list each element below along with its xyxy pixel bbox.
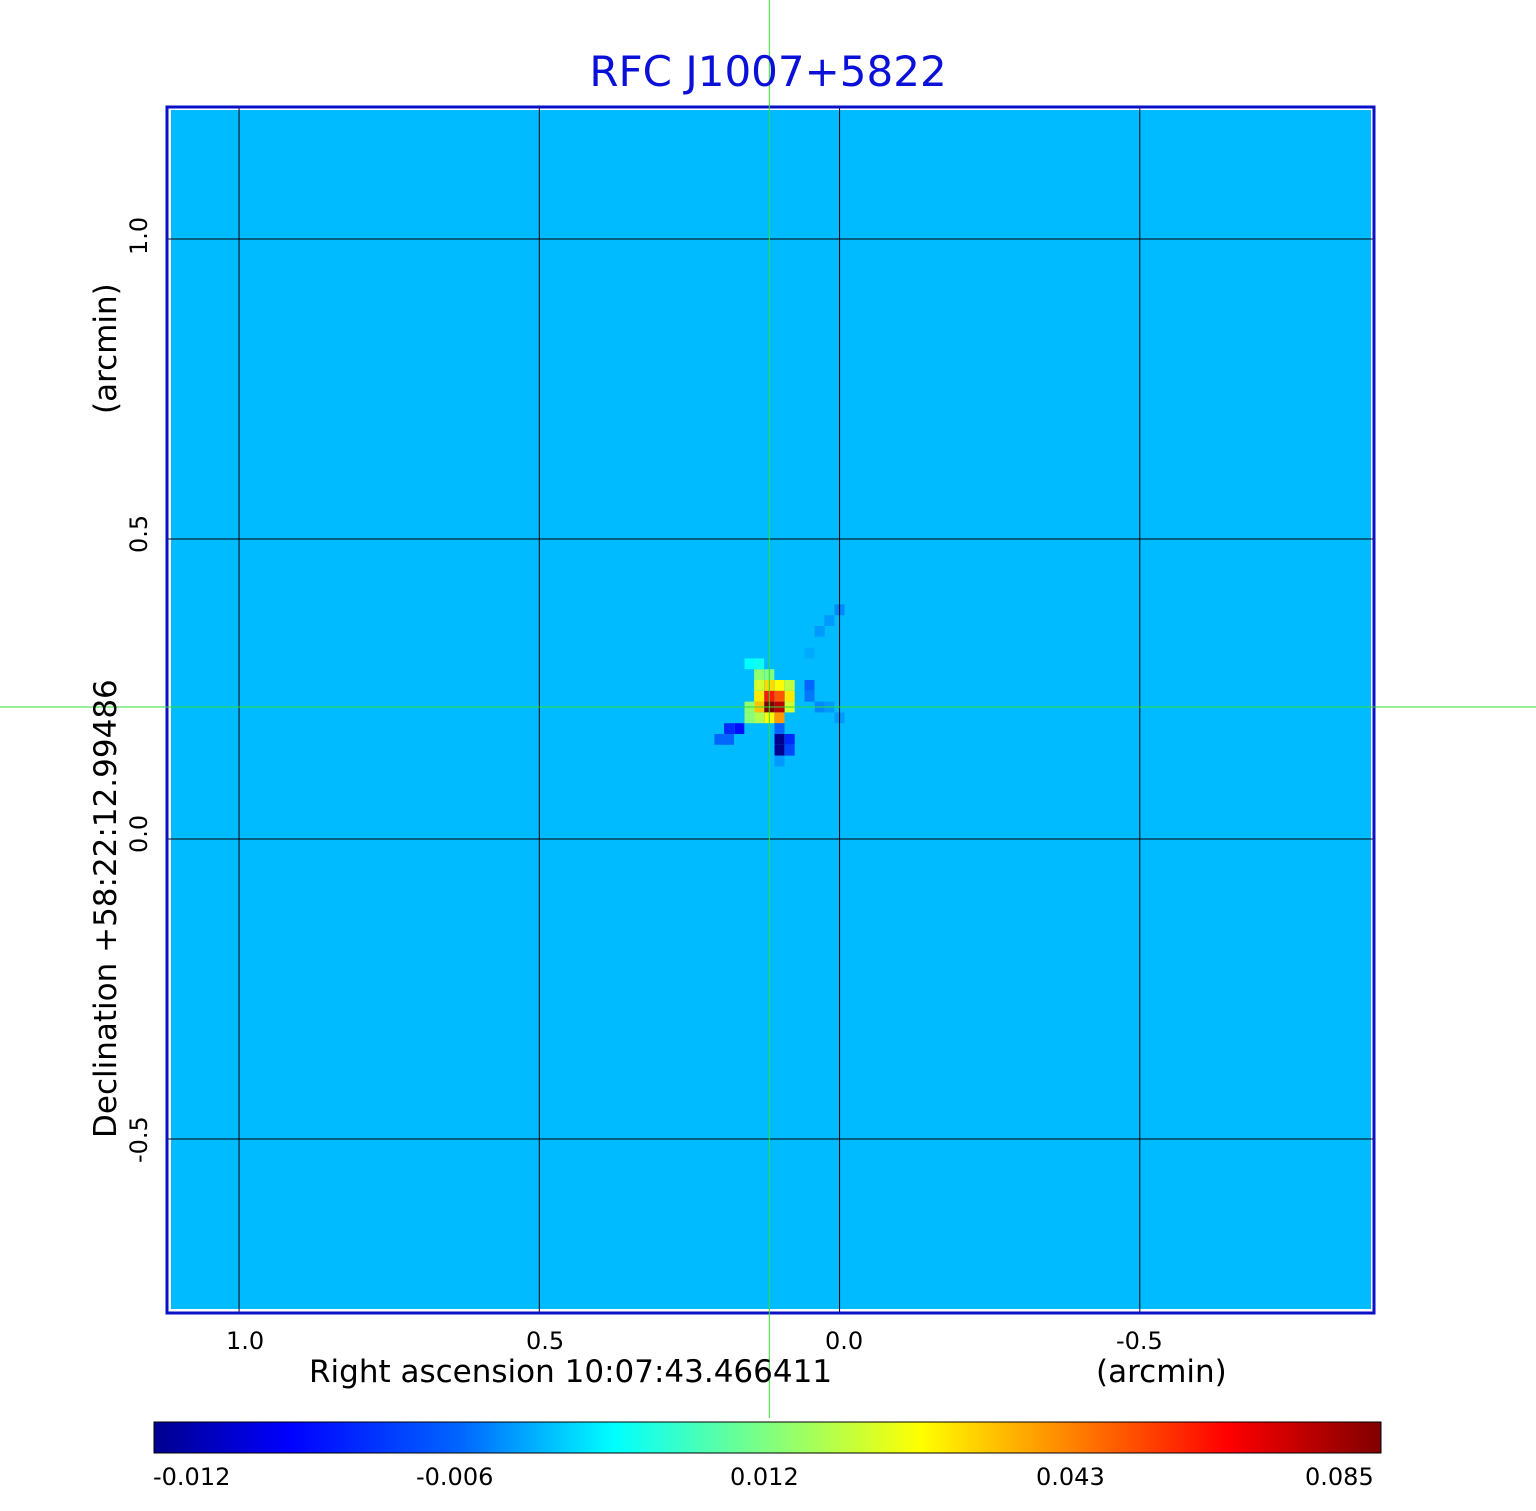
image-pixel xyxy=(724,723,735,734)
image-pixel xyxy=(784,680,795,691)
image-pixel xyxy=(714,734,725,745)
image-pixel xyxy=(734,723,745,734)
y-tick-label: 0.5 xyxy=(125,514,153,553)
image-pixel xyxy=(774,723,785,734)
x-tick-label: 1.0 xyxy=(226,1327,265,1355)
image-pixel xyxy=(774,680,785,691)
image-pixel xyxy=(774,744,785,756)
image-pixel xyxy=(754,669,765,680)
image-pixel xyxy=(754,658,765,670)
image-pixel xyxy=(774,712,785,724)
colorbar-tick-label: -0.006 xyxy=(416,1463,494,1491)
x-tick-label: 0.0 xyxy=(825,1327,864,1355)
y-tick-label: 1.0 xyxy=(125,216,153,255)
colorbar-tick-label: 0.012 xyxy=(730,1463,799,1491)
image-pixel xyxy=(754,690,765,702)
image-pixel xyxy=(774,755,785,767)
x-tick-label: -0.5 xyxy=(1116,1327,1163,1355)
image-pixel xyxy=(784,734,795,745)
chart-title: RFC J1007+5822 xyxy=(589,47,947,96)
image-pixel xyxy=(784,744,795,756)
plot-frame xyxy=(165,105,1376,1315)
grid-layer xyxy=(167,107,1374,1313)
image-pixel xyxy=(804,690,815,702)
image-pixel xyxy=(724,734,735,745)
y-axis-label: Declination +58:22:12.99486 xyxy=(88,679,124,1138)
y-tick-label: 0.0 xyxy=(125,814,153,853)
image-pixel xyxy=(804,680,815,691)
image-pixel xyxy=(814,626,825,637)
image-pixel xyxy=(774,734,785,745)
image-pixel xyxy=(744,658,755,670)
colorbar-tick-label: -0.012 xyxy=(153,1463,231,1491)
x-axis-unit: (arcmin) xyxy=(1096,1354,1227,1390)
image-pixel xyxy=(784,690,795,702)
crosshair-layer xyxy=(0,0,1536,1418)
colorbar-tick-label: 0.043 xyxy=(1036,1463,1105,1491)
colorbar xyxy=(153,1421,1382,1454)
colorbar-tick-label: 0.085 xyxy=(1305,1463,1374,1491)
y-tick-label: -0.5 xyxy=(125,1116,153,1163)
image-pixel xyxy=(754,712,765,724)
x-tick-label: 0.5 xyxy=(526,1327,565,1355)
image-pixel xyxy=(824,615,835,626)
image-pixel xyxy=(744,712,755,724)
y-axis-unit: (arcmin) xyxy=(88,283,124,414)
image-pixel xyxy=(754,680,765,691)
x-axis-label: Right ascension 10:07:43.466411 xyxy=(309,1354,833,1390)
image-layer xyxy=(171,110,1371,1309)
image-pixel xyxy=(804,647,815,659)
image-pixel xyxy=(774,690,785,702)
